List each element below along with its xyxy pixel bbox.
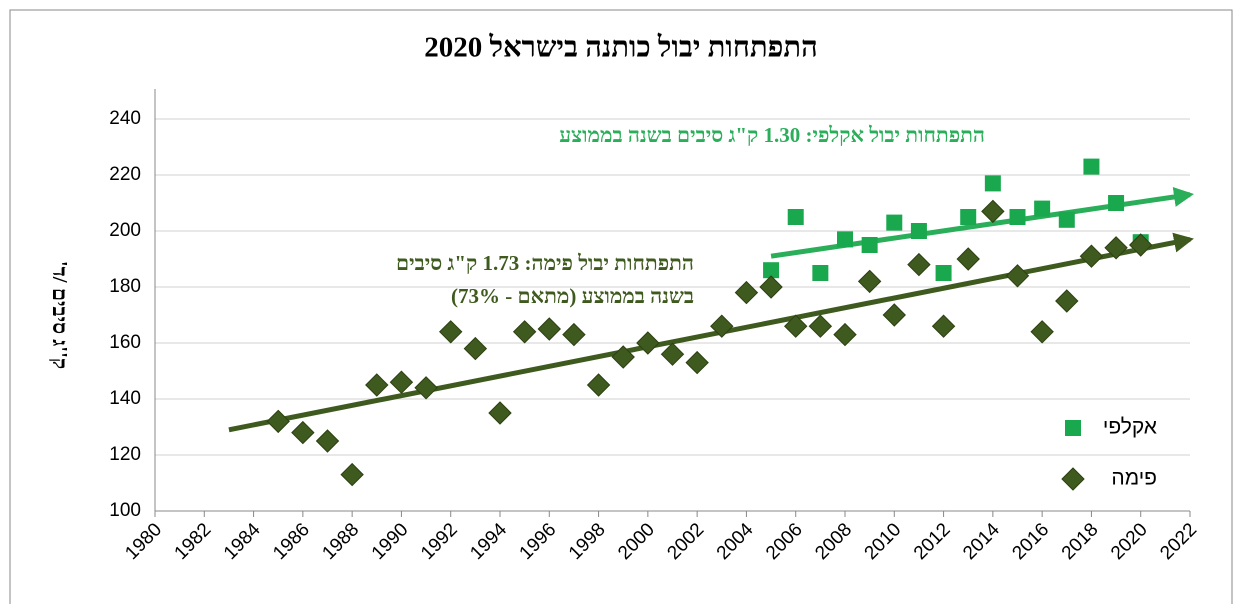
annotation: התפתחות יבול פימה: 1.73 ק"ג סיבים xyxy=(396,251,694,275)
marker-diamond xyxy=(1129,233,1153,257)
marker-square xyxy=(1058,211,1075,228)
legend-label: אקלפי xyxy=(1103,416,1157,439)
marker-square xyxy=(1108,195,1125,211)
marker-diamond xyxy=(931,314,956,338)
marker-diamond xyxy=(808,314,833,338)
annotation: בשנה בממוצע (מתאם - 73%) xyxy=(451,284,694,308)
marker-diamond xyxy=(857,269,882,294)
marker-diamond xyxy=(636,331,660,355)
marker-diamond xyxy=(882,303,906,327)
marker-diamond xyxy=(1055,289,1079,313)
marker-diamond xyxy=(414,376,438,400)
marker-square xyxy=(763,262,780,279)
y-tick-label: 120 xyxy=(109,444,141,465)
marker-square xyxy=(935,265,952,281)
marker-diamond xyxy=(266,409,290,434)
marker-diamond xyxy=(365,373,389,397)
marker-diamond xyxy=(340,462,364,487)
marker-square xyxy=(1009,209,1026,225)
marker-square xyxy=(1065,420,1081,436)
marker-diamond xyxy=(981,199,1005,224)
trendline xyxy=(228,232,1194,433)
y-tick-label: 240 xyxy=(109,108,141,129)
legend-label: פימה xyxy=(1111,467,1157,490)
marker-square xyxy=(812,265,829,281)
marker-diamond xyxy=(685,350,709,375)
marker-diamond xyxy=(1030,320,1054,344)
marker-square xyxy=(886,214,903,231)
marker-diamond xyxy=(1005,264,1030,288)
marker-diamond xyxy=(734,280,759,305)
y-tick-label: 160 xyxy=(109,332,141,353)
marker-square xyxy=(1083,158,1100,175)
marker-diamond xyxy=(586,373,611,397)
annotation: התפתחות יבול אקלפי: 1.30 ק"ג סיבים בשנה … xyxy=(559,123,985,147)
marker-diamond xyxy=(1079,244,1104,268)
y-tick-label: 200 xyxy=(109,220,141,241)
chart-border xyxy=(9,9,1233,604)
marker-square xyxy=(837,231,853,248)
marker-diamond xyxy=(389,370,414,394)
marker-diamond xyxy=(1061,467,1085,491)
marker-diamond xyxy=(833,322,857,347)
y-tick-label: 220 xyxy=(109,164,141,185)
marker-square xyxy=(960,209,977,225)
marker-diamond xyxy=(562,322,586,347)
marker-diamond xyxy=(611,345,635,369)
marker-diamond xyxy=(710,314,734,338)
marker-diamond xyxy=(1104,236,1128,260)
y-tick-label: 140 xyxy=(109,388,141,409)
marker-square xyxy=(1034,200,1051,217)
marker-diamond xyxy=(956,247,980,271)
marker-diamond xyxy=(759,275,783,299)
y-tick-label: 180 xyxy=(109,276,141,297)
marker-diamond xyxy=(291,420,315,445)
marker-diamond xyxy=(315,429,340,453)
marker-square xyxy=(787,209,804,225)
y-tick-label: 100 xyxy=(109,500,141,521)
marker-diamond xyxy=(660,342,685,366)
marker-square xyxy=(984,175,1001,192)
marker-diamond xyxy=(512,320,537,344)
marker-square xyxy=(910,223,927,239)
marker-diamond xyxy=(907,252,931,277)
marker-diamond xyxy=(784,314,808,338)
y-axis-label: ק''ג סיבים /ד' xyxy=(48,261,72,369)
chart-title: התפתחות יבול כותנה בישראל 2020 xyxy=(424,32,818,64)
marker-square xyxy=(861,237,878,253)
marker-diamond xyxy=(488,401,512,425)
marker-diamond xyxy=(537,317,561,341)
marker-diamond xyxy=(439,320,463,344)
marker-diamond xyxy=(463,336,488,361)
